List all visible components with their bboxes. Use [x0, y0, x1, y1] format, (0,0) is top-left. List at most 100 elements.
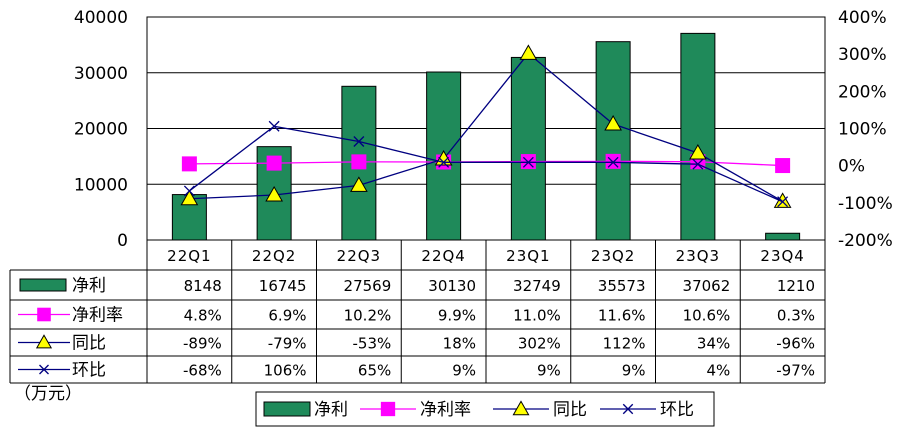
cell-net-margin-23q2: 11.6%	[598, 307, 646, 325]
point-yoy-23q2	[604, 115, 622, 131]
bar-22q3	[341, 85, 377, 241]
cell-yoy-22q4: 18%	[443, 335, 476, 353]
cell-net-profit-23q4: 1210	[777, 277, 815, 295]
cell-qoq-22q2: 106%	[264, 362, 307, 380]
point-yoy-23q1	[519, 44, 538, 60]
row-label-yoy: 同比	[72, 334, 106, 354]
point-yoy-22q2	[265, 186, 283, 202]
point-qoq-22q4-stroke	[438, 156, 450, 168]
category-label-23q1: 23Q1	[506, 247, 550, 265]
point-qoq-22q4	[438, 156, 450, 168]
legend-key-net-profit	[263, 401, 311, 417]
unit-label: （万元）	[14, 384, 82, 404]
cell-net-profit-22q1: 8148	[184, 277, 222, 295]
line-qoq	[188, 125, 783, 203]
cell-yoy-23q3: 34%	[697, 335, 730, 353]
cell-net-profit-23q3: 37062	[683, 277, 731, 295]
point-qoq-22q3	[353, 136, 365, 147]
category-label-22q4: 22Q4	[421, 247, 465, 265]
cell-net-margin-22q2: 6.9%	[268, 307, 306, 325]
right-axis-tick-label: 200%	[838, 82, 887, 102]
left-axis-tick-label: 40000	[74, 8, 128, 28]
row-key-marker-qoq-stroke	[39, 364, 49, 375]
row-key-marker-qoq	[39, 364, 49, 375]
cell-net-margin-23q1: 11.0%	[513, 307, 561, 325]
right-axis-tick-label: 100%	[838, 120, 887, 140]
row-key-marker-net-margin	[37, 307, 51, 322]
cell-net-profit-23q2: 35573	[598, 277, 646, 295]
point-yoy-23q4	[773, 192, 792, 208]
cell-net-profit-22q4: 30130	[428, 277, 476, 295]
point-net-margin-22q3	[351, 154, 367, 170]
line-series	[180, 44, 792, 208]
cell-qoq-22q3: 65%	[358, 362, 391, 380]
cell-net-margin-23q4: 0.3%	[777, 307, 815, 325]
right-axis-tick-label: 400%	[838, 8, 887, 28]
axes: 0 10000 20000 30000 40000 -200% -100% 0% 100% 200…	[74, 8, 893, 265]
point-qoq-23q1-stroke	[522, 156, 534, 168]
legend-label-qoq: 环比	[660, 400, 694, 420]
left-axis-tick-label: 20000	[74, 120, 128, 140]
point-qoq-22q1	[183, 185, 195, 197]
cell-net-margin-22q4: 9.9%	[438, 307, 476, 325]
point-yoy-22q3	[350, 176, 368, 192]
category-label-23q4: 23Q4	[760, 247, 804, 265]
row-key-net-profit	[19, 278, 67, 292]
legend-label-net-margin: 净利率	[420, 400, 471, 420]
gridlines	[147, 16, 825, 185]
point-qoq-22q2-stroke	[268, 120, 280, 132]
right-axis-tick-label: -100%	[838, 194, 893, 214]
legend: 净利 净利率 同比 环比	[255, 391, 715, 427]
right-axis-tick-label: 0%	[838, 157, 865, 177]
point-net-margin-22q1	[181, 156, 197, 172]
point-qoq-23q4	[777, 196, 789, 208]
cell-yoy-23q4: -96%	[776, 335, 815, 353]
cell-yoy-22q3: -53%	[352, 335, 391, 353]
bar-23q2	[595, 41, 631, 241]
row-key-marker-yoy	[35, 334, 53, 349]
point-qoq-23q2	[607, 156, 619, 168]
category-label-22q2: 22Q2	[252, 247, 296, 265]
bar-23q3	[680, 32, 716, 241]
category-label-23q3: 23Q3	[676, 247, 720, 265]
cell-qoq-23q1: 9%	[537, 362, 561, 380]
right-axis-tick-label: -200%	[838, 231, 893, 251]
point-qoq-23q4-stroke	[777, 196, 789, 208]
point-qoq-23q2-stroke	[607, 156, 619, 168]
row-label-net-margin: 净利率	[72, 306, 123, 326]
category-label-23q2: 23Q2	[591, 247, 635, 265]
point-qoq-23q1	[522, 156, 534, 168]
point-qoq-23q3-stroke	[692, 158, 704, 170]
category-label-22q3: 22Q3	[337, 247, 381, 265]
line-yoy	[189, 52, 783, 202]
cell-yoy-23q1: 302%	[518, 335, 561, 353]
legend-label-yoy: 同比	[553, 400, 587, 420]
point-qoq-23q3	[692, 158, 704, 170]
cell-net-profit-22q2: 16745	[259, 277, 307, 295]
category-label-22q1: 22Q1	[167, 247, 211, 265]
point-net-margin-23q4	[775, 158, 791, 174]
cell-yoy-23q2: 112%	[603, 335, 646, 353]
left-axis-tick-label: 30000	[74, 64, 128, 84]
data-table: 净利 8148 16745 27569 30130 32749 35573 37062 1210…	[9, 240, 826, 384]
legend-key-marker-net-margin	[380, 401, 396, 417]
legend-key-marker-qoq-stroke	[622, 403, 634, 415]
bar-23q1	[510, 56, 546, 241]
legend-label-net-profit: 净利	[314, 400, 348, 420]
point-qoq-22q1-stroke	[183, 185, 195, 197]
legend-key-marker-qoq	[622, 403, 634, 415]
bar-series-net-profit	[171, 32, 801, 241]
cell-net-profit-22q3: 27569	[344, 277, 392, 295]
right-axis-tick-label: 300%	[838, 45, 887, 65]
cell-net-margin-23q3: 10.6%	[683, 307, 731, 325]
cell-qoq-23q2: 9%	[622, 362, 646, 380]
point-qoq-22q3-stroke	[353, 136, 365, 147]
point-yoy-23q3	[689, 144, 707, 160]
left-axis-tick-label: 10000	[74, 175, 128, 195]
cell-qoq-23q3: 4%	[706, 362, 730, 380]
point-yoy-22q1	[180, 189, 199, 206]
legend-key-marker-yoy	[512, 400, 530, 416]
point-net-margin-22q2	[266, 155, 282, 171]
cell-qoq-23q4: -97%	[776, 362, 815, 380]
cell-qoq-22q1: -68%	[183, 362, 222, 380]
